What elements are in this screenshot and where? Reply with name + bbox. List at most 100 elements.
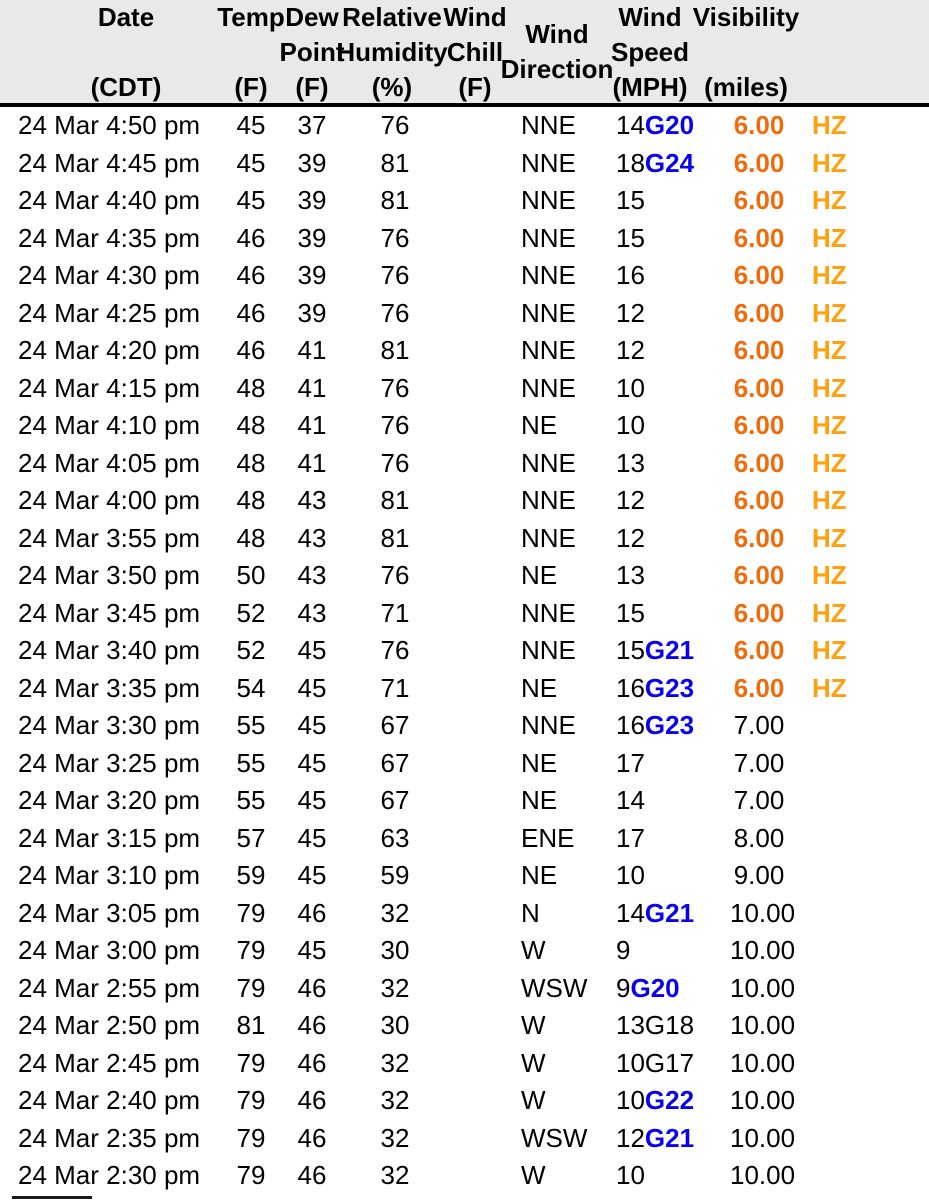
cell-relative-humidity: 71	[380, 597, 410, 628]
wind-gust-value: G21	[644, 897, 695, 928]
cell-visibility: 10.00	[730, 1085, 796, 1115]
cell-wind-speed: 10	[612, 857, 730, 895]
cell-date: 24 Mar 4:00 pm	[18, 485, 201, 515]
col-header-line: Direction	[500, 54, 614, 84]
col-header-line: Chill	[446, 37, 504, 67]
cell-wind-speed: 13	[612, 557, 730, 595]
cell-temperature: 46	[236, 222, 266, 253]
wind-speed-value: 13	[616, 560, 645, 590]
col-header-line: (miles)	[704, 72, 788, 102]
cell-date: 24 Mar 4:35 pm	[18, 222, 201, 253]
cell-visibility: 6.00	[733, 522, 785, 553]
cell-temperature: 59	[236, 860, 266, 890]
cell-visibility: 9.00	[733, 860, 785, 890]
cell-wind-speed: 15	[612, 182, 730, 220]
observation-row: 24 Mar 4:10 pm 48 41 76 NE 10 6.00 HZ	[0, 407, 929, 445]
cell-date: 24 Mar 3:55 pm	[18, 522, 201, 553]
cell-wind-direction: NE	[521, 747, 558, 778]
cell-wind-speed: 13G18	[612, 1007, 730, 1045]
cell-relative-humidity: 81	[380, 147, 410, 178]
cell-wind-speed: 12	[612, 332, 730, 370]
cell-wind-speed: 14G20	[612, 107, 730, 145]
cell-wind-direction: NNE	[521, 447, 576, 478]
col-header-dew-point: Dew Point (F)	[280, 0, 345, 105]
cell-dew-point: 45	[297, 747, 327, 778]
wind-speed-value: 9	[616, 972, 631, 1003]
cell-temperature: 81	[236, 1010, 266, 1040]
cell-wind-speed: 16G23	[612, 707, 730, 745]
observation-row: 24 Mar 3:40 pm 52 45 76 NNE 15G21 6.00 H…	[0, 632, 929, 670]
observation-row: 24 Mar 4:05 pm 48 41 76 NNE 13 6.00 HZ	[0, 445, 929, 483]
observation-row: 24 Mar 3:15 pm 57 45 63 ENE 17 8.00	[0, 820, 929, 858]
wind-speed-value: 15	[616, 635, 645, 665]
cell-wind-direction: NNE	[521, 372, 576, 403]
observation-row: 24 Mar 4:15 pm 48 41 76 NNE 10 6.00 HZ	[0, 370, 929, 408]
cell-visibility: 6.00	[733, 597, 785, 628]
cell-wind-speed: 10	[612, 407, 730, 445]
cell-visibility: 10.00	[730, 1047, 796, 1078]
cell-visibility: 10.00	[730, 1122, 796, 1153]
cell-temperature: 46	[236, 260, 266, 290]
cell-date: 24 Mar 4:25 pm	[18, 297, 201, 328]
cell-visibility: 10.00	[730, 972, 796, 1003]
cell-visibility: 7.00	[733, 785, 785, 815]
cell-wind-direction: WSW	[521, 1122, 588, 1153]
cell-relative-humidity: 30	[380, 1010, 410, 1040]
wind-gust-value: G21	[644, 1122, 695, 1153]
cell-dew-point: 39	[297, 185, 327, 215]
cell-dew-point: 45	[297, 860, 327, 890]
col-header-wind-direction: Wind Direction	[501, 17, 614, 87]
cell-date: 24 Mar 3:45 pm	[18, 597, 201, 628]
cell-temperature: 79	[236, 935, 266, 965]
observation-row: 24 Mar 4:40 pm 45 39 81 NNE 15 6.00 HZ	[0, 182, 929, 220]
wind-speed-value: 14	[616, 785, 645, 815]
cell-wind-direction: NNE	[521, 222, 576, 253]
cell-wind-speed: 17	[612, 745, 730, 783]
cell-wind-speed: 18G24	[612, 145, 730, 183]
cell-visibility: 6.00	[733, 485, 785, 515]
wind-speed-value: 16	[616, 710, 645, 740]
cell-wind-direction: N	[521, 897, 540, 928]
cell-date: 24 Mar 4:30 pm	[18, 260, 201, 290]
observation-row: 24 Mar 3:45 pm 52 43 71 NNE 15 6.00 HZ	[0, 595, 929, 633]
cell-wind-direction: NNE	[521, 335, 576, 365]
cell-visibility: 6.00	[733, 672, 785, 703]
cell-wind-direction: NNE	[521, 147, 576, 178]
col-header-wind-chill: Wind Chill (F)	[443, 0, 506, 105]
cell-relative-humidity: 76	[380, 410, 410, 440]
cell-weather-condition: HZ	[812, 447, 847, 478]
wind-speed-value: 15	[616, 185, 645, 215]
col-header-relative-humidity: Relative Humidity (%)	[336, 0, 447, 105]
col-header-line: (CDT)	[90, 72, 162, 102]
cell-relative-humidity: 67	[380, 710, 410, 740]
cell-dew-point: 41	[297, 372, 327, 403]
cell-relative-humidity: 76	[380, 372, 410, 403]
cell-wind-direction: NNE	[521, 522, 576, 553]
wind-speed-value: 12	[616, 335, 645, 365]
cell-visibility: 10.00	[730, 1010, 796, 1040]
wind-speed-value: 10	[616, 1160, 645, 1190]
cell-wind-speed: 14	[612, 782, 730, 820]
cell-date: 24 Mar 3:05 pm	[18, 897, 201, 928]
cell-visibility: 8.00	[733, 822, 785, 853]
col-header-line: Wind	[443, 2, 507, 32]
cell-wind-speed: 13	[612, 445, 730, 483]
cell-dew-point: 41	[297, 410, 327, 440]
cell-weather-condition: HZ	[812, 597, 847, 628]
cell-weather-condition: HZ	[812, 672, 847, 703]
wind-speed-value: 18	[616, 147, 645, 178]
wind-speed-value: 9	[616, 935, 631, 965]
cell-wind-direction: NNE	[521, 297, 576, 328]
observation-row: 24 Mar 4:20 pm 46 41 81 NNE 12 6.00 HZ	[0, 332, 929, 370]
cell-date: 24 Mar 2:40 pm	[18, 1085, 201, 1115]
cell-temperature: 57	[236, 822, 266, 853]
cell-visibility: 6.00	[733, 635, 785, 665]
cell-wind-speed: 14G21	[612, 895, 730, 933]
cell-date: 24 Mar 3:50 pm	[18, 560, 201, 590]
observation-row: 24 Mar 3:00 pm 79 45 30 W 9 10.00	[0, 932, 929, 970]
cell-wind-direction: NE	[521, 672, 558, 703]
cell-wind-speed: 16G23	[612, 670, 730, 708]
cell-dew-point: 46	[297, 972, 327, 1003]
cell-date: 24 Mar 2:50 pm	[18, 1010, 201, 1040]
wind-speed-value: 16	[616, 260, 645, 290]
